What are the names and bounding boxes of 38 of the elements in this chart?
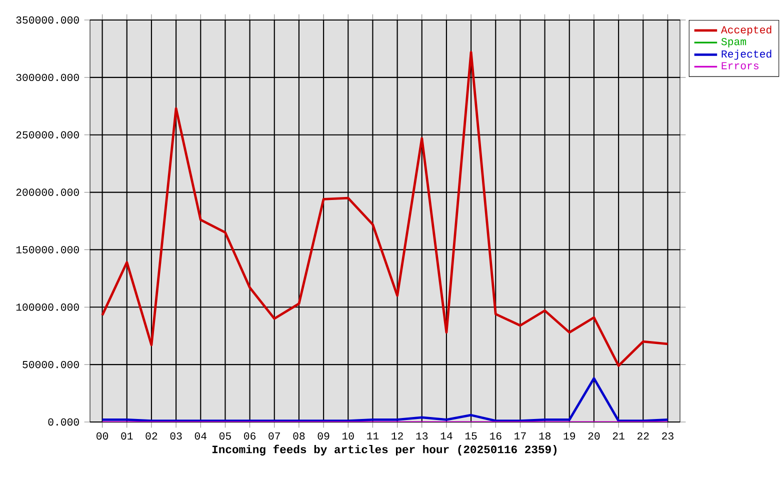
legend-label: Spam xyxy=(721,38,746,48)
x-axis-title: Incoming feeds by articles per hour (20250116 2359) xyxy=(212,444,556,456)
x-tick-label: 10 xyxy=(342,432,354,440)
x-tick-label: 20 xyxy=(588,432,600,440)
line-series xyxy=(101,50,669,367)
legend-label: Errors xyxy=(722,62,758,70)
y-tick-label: 300000.000 xyxy=(16,74,79,82)
x-tick-label: 14 xyxy=(440,432,452,440)
x-tick-label: 03 xyxy=(170,432,182,440)
y-tick-label: 150000.000 xyxy=(16,246,79,254)
x-tick-label: 17 xyxy=(514,432,526,440)
x-tick-label: 08 xyxy=(293,432,305,440)
y-tick-label: 0.000 xyxy=(48,418,79,426)
x-tick-label: 23 xyxy=(662,432,674,440)
legend-label: Accepted xyxy=(720,26,772,36)
x-tick-label: 19 xyxy=(564,432,576,440)
x-tick-label: 00 xyxy=(96,432,108,440)
x-tick-label: 05 xyxy=(219,432,231,440)
x-tick-label: 11 xyxy=(367,432,379,440)
x-tick-label: 09 xyxy=(318,432,330,440)
x-tick-label: 04 xyxy=(194,432,206,440)
x-tick-label: 07 xyxy=(268,432,280,440)
y-tick-label: 250000.000 xyxy=(16,131,79,138)
x-tick-label: 15 xyxy=(465,432,477,440)
x-tick-label: 13 xyxy=(416,432,428,440)
x-tick-label: 22 xyxy=(637,432,649,440)
x-tick-label: 21 xyxy=(612,432,624,440)
y-tick-label: 50000.000 xyxy=(22,360,79,368)
x-tick-label: 16 xyxy=(490,432,502,440)
x-tick-label: 01 xyxy=(121,432,133,440)
x-tick-label: 02 xyxy=(146,432,158,440)
x-tick-label: 12 xyxy=(392,432,403,440)
x-tick-label: 18 xyxy=(539,432,550,440)
legend-label: Rejected xyxy=(722,50,772,60)
y-tick-label: 200000.000 xyxy=(16,188,79,196)
y-tick-label: 100000.000 xyxy=(16,304,79,311)
x-tick-label: 06 xyxy=(244,432,256,440)
y-tick-label: 350000.000 xyxy=(16,16,79,24)
